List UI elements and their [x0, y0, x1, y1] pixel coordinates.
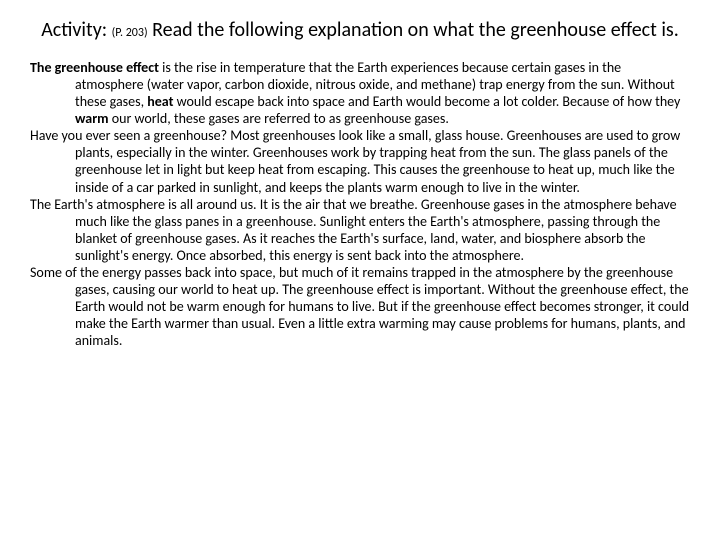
p1-body-b: would escape back into space and Earth w…: [173, 93, 680, 110]
paragraph-2: Have you ever seen a greenhouse? Most gr…: [30, 127, 690, 195]
activity-title: Activity: (P. 203) Read the following ex…: [30, 18, 690, 43]
p1-body-c: our world, these gases are referred to a…: [109, 110, 449, 127]
paragraph-1: The greenhouse effect is the rise in tem…: [30, 59, 690, 127]
paragraph-3: The Earth's atmosphere is all around us.…: [30, 196, 690, 264]
title-prefix: Activity:: [41, 18, 107, 42]
p1-heat-bold: heat: [147, 93, 173, 110]
p1-lead-bold: The greenhouse effect: [30, 59, 159, 76]
title-main-text: Read the following explanation on what t…: [152, 18, 679, 42]
paragraph-4: Some of the energy passes back into spac…: [30, 264, 690, 349]
title-page-ref: (P. 203): [112, 26, 148, 40]
p1-warm-bold: warm: [75, 110, 109, 127]
